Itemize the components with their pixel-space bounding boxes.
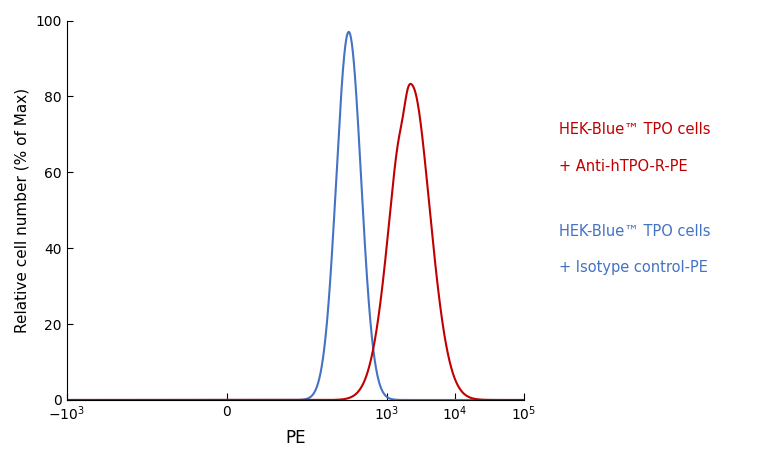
Text: HEK-Blue™ TPO cells: HEK-Blue™ TPO cells — [559, 122, 710, 137]
Text: + Anti-hTPO-R-PE: + Anti-hTPO-R-PE — [559, 159, 688, 174]
Text: + Isotype control-PE: + Isotype control-PE — [559, 261, 708, 275]
X-axis label: PE: PE — [285, 429, 305, 447]
Text: HEK-Blue™ TPO cells: HEK-Blue™ TPO cells — [559, 224, 710, 238]
Y-axis label: Relative cell number (% of Max): Relative cell number (% of Max) — [15, 88, 30, 333]
